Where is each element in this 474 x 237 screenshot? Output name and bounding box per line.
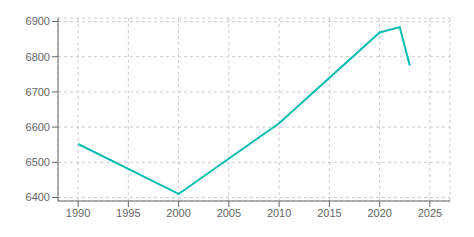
svg-text:6500: 6500: [26, 156, 50, 168]
svg-text:2005: 2005: [217, 207, 241, 219]
svg-text:6700: 6700: [26, 86, 50, 98]
svg-text:6600: 6600: [26, 121, 50, 133]
svg-text:6900: 6900: [26, 15, 50, 27]
svg-text:2020: 2020: [367, 207, 391, 219]
svg-text:6400: 6400: [26, 191, 50, 203]
svg-text:2000: 2000: [166, 207, 190, 219]
svg-text:1990: 1990: [66, 207, 90, 219]
svg-text:2025: 2025: [418, 207, 442, 219]
svg-text:1995: 1995: [116, 207, 140, 219]
svg-text:2015: 2015: [317, 207, 341, 219]
svg-text:6800: 6800: [26, 51, 50, 63]
svg-text:2010: 2010: [267, 207, 291, 219]
